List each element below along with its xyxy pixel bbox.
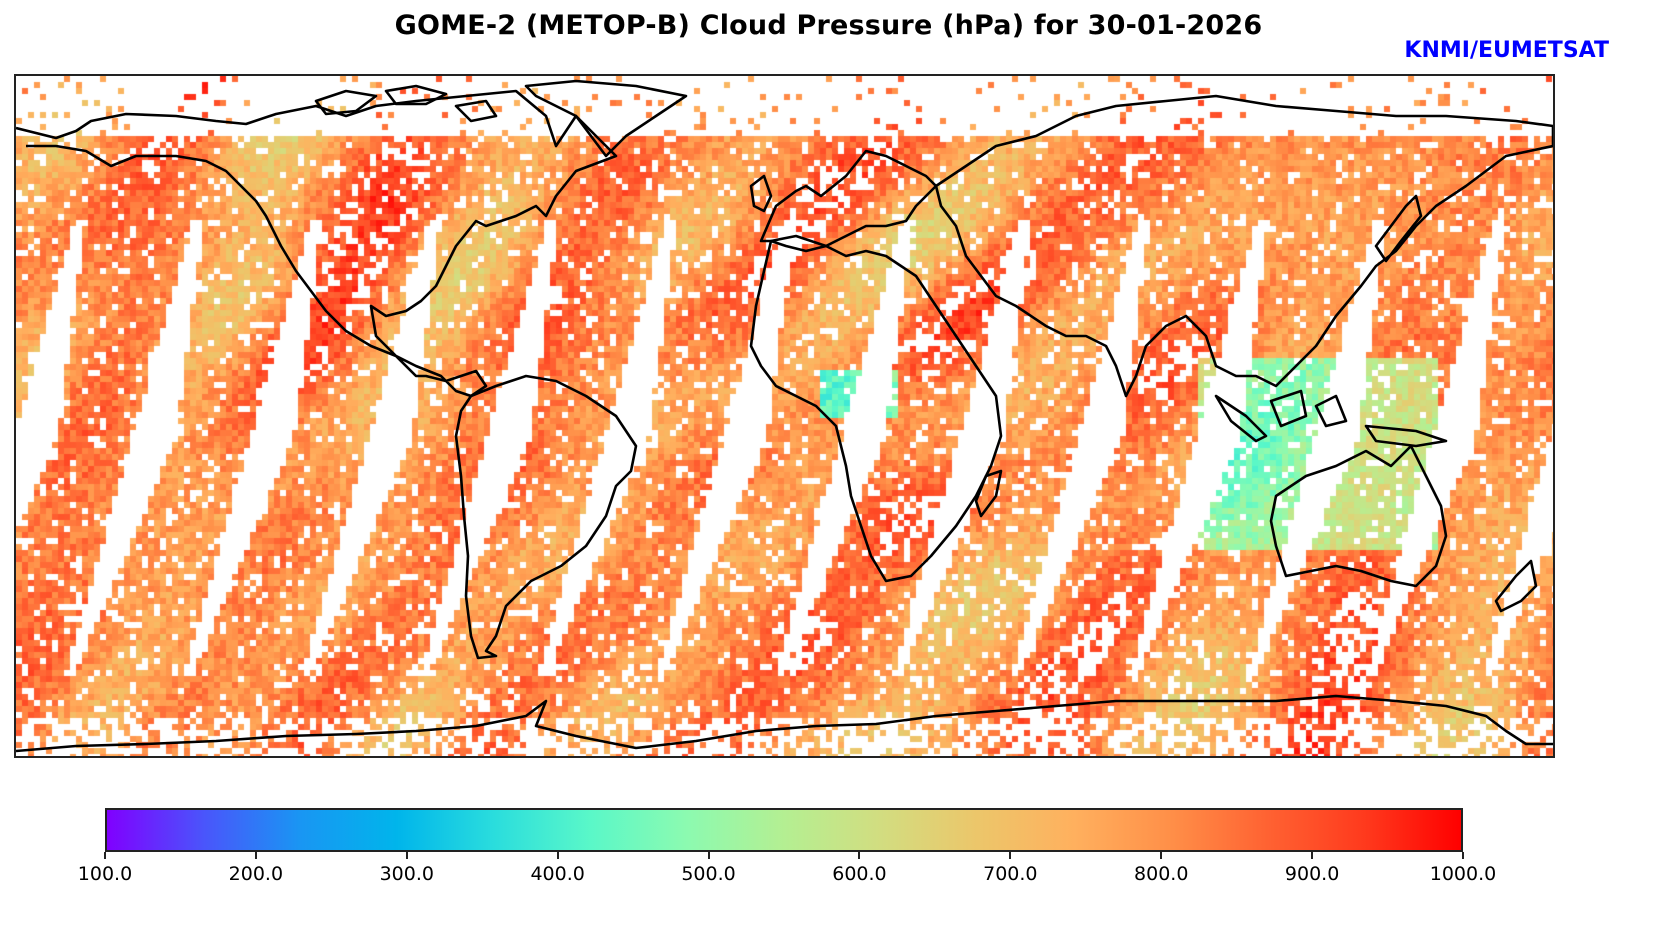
colorbar-tick — [405, 852, 408, 859]
colorbar-tick — [1462, 852, 1464, 859]
colorbar-ticks: 100.0 200.0 300.0 400.0 500.0 600.0 700.0 800.0… — [78, 852, 1496, 892]
cloud-pressure-field — [16, 76, 1553, 756]
colorbar-tick-label: 400.0 — [530, 863, 585, 885]
coastline-greenland — [524, 79, 688, 158]
colorbar-tick-label: 1000.0 — [1429, 863, 1497, 885]
colorbar-tick — [104, 852, 106, 859]
coastline-antarctica — [16, 694, 1553, 753]
colorbar-tick-label: 600.0 — [832, 863, 887, 885]
colorbar-tick — [1160, 852, 1163, 859]
colorbar-tick-label: 800.0 — [1134, 863, 1189, 885]
colorbar-tick — [858, 852, 861, 859]
colorbar-tick-label: 900.0 — [1284, 863, 1340, 885]
coastline-indonesia — [1214, 389, 1448, 448]
coastline-new-zealand — [1494, 559, 1538, 613]
colorbar-tick-label: 100.0 — [77, 863, 133, 885]
coastline-madagascar — [974, 469, 1003, 518]
colorbar-tick-label: 500.0 — [681, 863, 736, 885]
coastline-africa — [749, 234, 1003, 583]
colorbar-tick — [707, 852, 710, 859]
colorbar-tick — [254, 852, 257, 859]
coastline-arctic-islands — [314, 84, 498, 123]
colorbar-tick — [1009, 852, 1012, 859]
coastline-uk — [749, 174, 773, 213]
colorbar-tick-label: 200.0 — [228, 863, 284, 885]
coastline-north-america — [16, 89, 618, 398]
credit-label: KNMI/EUMETSAT — [1404, 38, 1609, 63]
coastline-asia — [934, 94, 1553, 398]
map-title: GOME-2 (METOP-B) Cloud Pressure (hPa) fo… — [394, 10, 1263, 41]
coastline-south-america — [454, 374, 638, 660]
colorbar-tick-label: 300.0 — [379, 863, 434, 885]
colorbar-tick-label: 700.0 — [983, 863, 1038, 885]
coastline-europe — [759, 149, 938, 253]
colorbar-tick — [556, 852, 559, 859]
colorbar-tick — [1311, 852, 1314, 859]
coastline-australia — [1269, 444, 1448, 588]
coastline-japan — [1374, 194, 1423, 263]
colorbar — [105, 808, 1463, 852]
map-frame — [14, 74, 1555, 758]
coastlines — [16, 79, 1553, 753]
